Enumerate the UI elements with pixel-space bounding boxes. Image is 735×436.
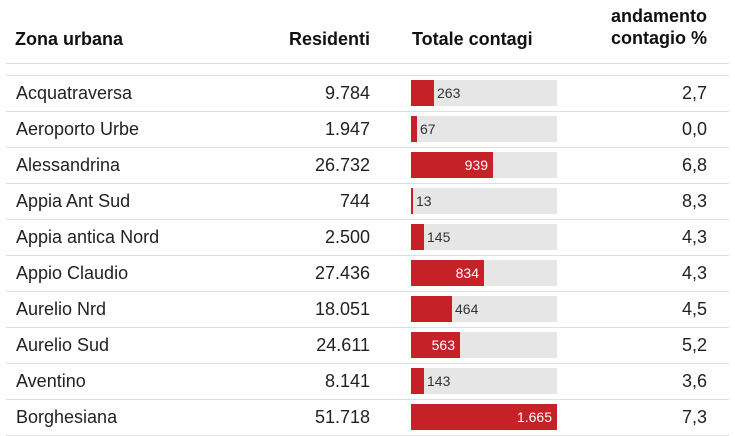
table-header: Zona urbana Residenti Totale contagi and… (0, 0, 735, 62)
cell-residenti: 9.784 (324, 83, 370, 103)
contagi-bar-label: 263 (437, 85, 461, 101)
cell-residenti: 8.141 (324, 371, 370, 391)
cell-residenti: 51.718 (314, 407, 370, 427)
cell-residenti: 27.436 (314, 263, 370, 283)
cell-zona-urbana: Appio Claudio (16, 263, 129, 283)
contagi-bar-track: 464 (411, 296, 557, 322)
cell-andamento: 3,6 (681, 371, 707, 391)
table-row: Aurelio Nrd 18.051 464 4,5 (6, 292, 729, 328)
column-header-residenti[interactable]: Residenti (288, 29, 370, 49)
cell-zona-urbana: Aurelio Nrd (16, 299, 107, 319)
column-header-andamento[interactable]: andamento contagio % (537, 5, 707, 49)
column-header-totale-contagi[interactable]: Totale contagi (412, 29, 533, 49)
header-divider (6, 63, 729, 64)
contagi-bar-track: 834 (411, 260, 557, 286)
cell-andamento: 4,5 (681, 299, 707, 319)
cell-residenti: 1.947 (324, 119, 370, 139)
contagi-bar-track: 263 (411, 80, 557, 106)
table-row: Aventino 8.141 143 3,6 (6, 364, 729, 400)
cell-andamento: 2,7 (681, 83, 707, 103)
cell-zona-urbana: Aeroporto Urbe (16, 119, 140, 139)
cell-andamento: 5,2 (681, 335, 707, 355)
column-header-andamento-line1: andamento (610, 6, 707, 26)
cell-residenti: 18.051 (314, 299, 370, 319)
contagi-bar-fill (411, 332, 460, 358)
cell-zona-urbana: Appia antica Nord (16, 227, 160, 247)
contagi-bar-fill (411, 188, 413, 214)
cell-residenti: 2.500 (324, 227, 370, 247)
contagi-bar-track: 145 (411, 224, 557, 250)
contagi-bar-track: 1.665 (411, 404, 557, 430)
table-row: Appio Claudio 27.436 834 4,3 (6, 256, 729, 292)
cell-andamento: 4,3 (681, 263, 707, 283)
contagi-bar-label: 143 (427, 373, 451, 389)
body-top-divider (6, 75, 729, 76)
contagi-bar-fill (411, 80, 434, 106)
contagi-bar-fill (411, 224, 424, 250)
contagi-bar-label: 13 (416, 193, 432, 209)
contagi-bar-label: 67 (420, 121, 436, 137)
cell-zona-urbana: Borghesiana (16, 407, 118, 427)
table-row: Aeroporto Urbe 1.947 67 0,0 (6, 112, 729, 148)
table-row: Borghesiana 51.718 1.665 7,3 (6, 400, 729, 436)
cell-zona-urbana: Aventino (16, 371, 86, 391)
table-row: Aurelio Sud 24.611 563 5,2 (6, 328, 729, 364)
table-row: Acquatraversa 9.784 263 2,7 (6, 76, 729, 112)
cell-residenti: 26.732 (314, 155, 370, 175)
contagi-bar-fill (411, 152, 493, 178)
table-body: Acquatraversa 9.784 263 2,7 Aeroporto Urbe 1.… (6, 76, 729, 436)
table-row: Appia Ant Sud 744 13 8,3 (6, 184, 729, 220)
cell-andamento: 6,8 (681, 155, 707, 175)
column-header-zona[interactable]: Zona urbana (15, 29, 124, 49)
contagi-bar-label: 563 (431, 337, 455, 353)
cell-residenti: 24.611 (316, 335, 370, 355)
cell-zona-urbana: Appia Ant Sud (16, 191, 131, 211)
contagi-bar-label: 939 (464, 157, 488, 173)
contagi-bar-label: 834 (455, 265, 479, 281)
contagi-bar-track: 67 (411, 116, 557, 142)
cell-zona-urbana: Alessandrina (16, 155, 121, 175)
contagi-bar-track: 13 (411, 188, 557, 214)
cell-zona-urbana: Acquatraversa (16, 83, 133, 103)
contagi-bar-track: 939 (411, 152, 557, 178)
contagi-bar-fill (411, 260, 484, 286)
contagi-bar-track: 143 (411, 368, 557, 394)
contagi-bar-label: 464 (455, 301, 479, 317)
cell-zona-urbana: Aurelio Sud (16, 335, 110, 355)
contagi-bar-fill (411, 296, 452, 322)
column-header-andamento-line2: contagio % (610, 28, 707, 48)
cell-andamento: 8,3 (681, 191, 707, 211)
contagi-bar-label: 145 (427, 229, 451, 245)
cell-andamento: 7,3 (681, 407, 707, 427)
cell-andamento: 4,3 (681, 227, 707, 247)
table-row: Appia antica Nord 2.500 145 4,3 (6, 220, 729, 256)
contagi-bar-fill (411, 116, 417, 142)
table-row: Alessandrina 26.732 939 6,8 (6, 148, 729, 184)
cell-residenti: 744 (339, 191, 370, 211)
contagi-bar-label: 1.665 (516, 409, 552, 425)
contagi-bar-fill (411, 368, 424, 394)
cell-andamento: 0,0 (681, 119, 707, 139)
contagi-bar-track: 563 (411, 332, 557, 358)
